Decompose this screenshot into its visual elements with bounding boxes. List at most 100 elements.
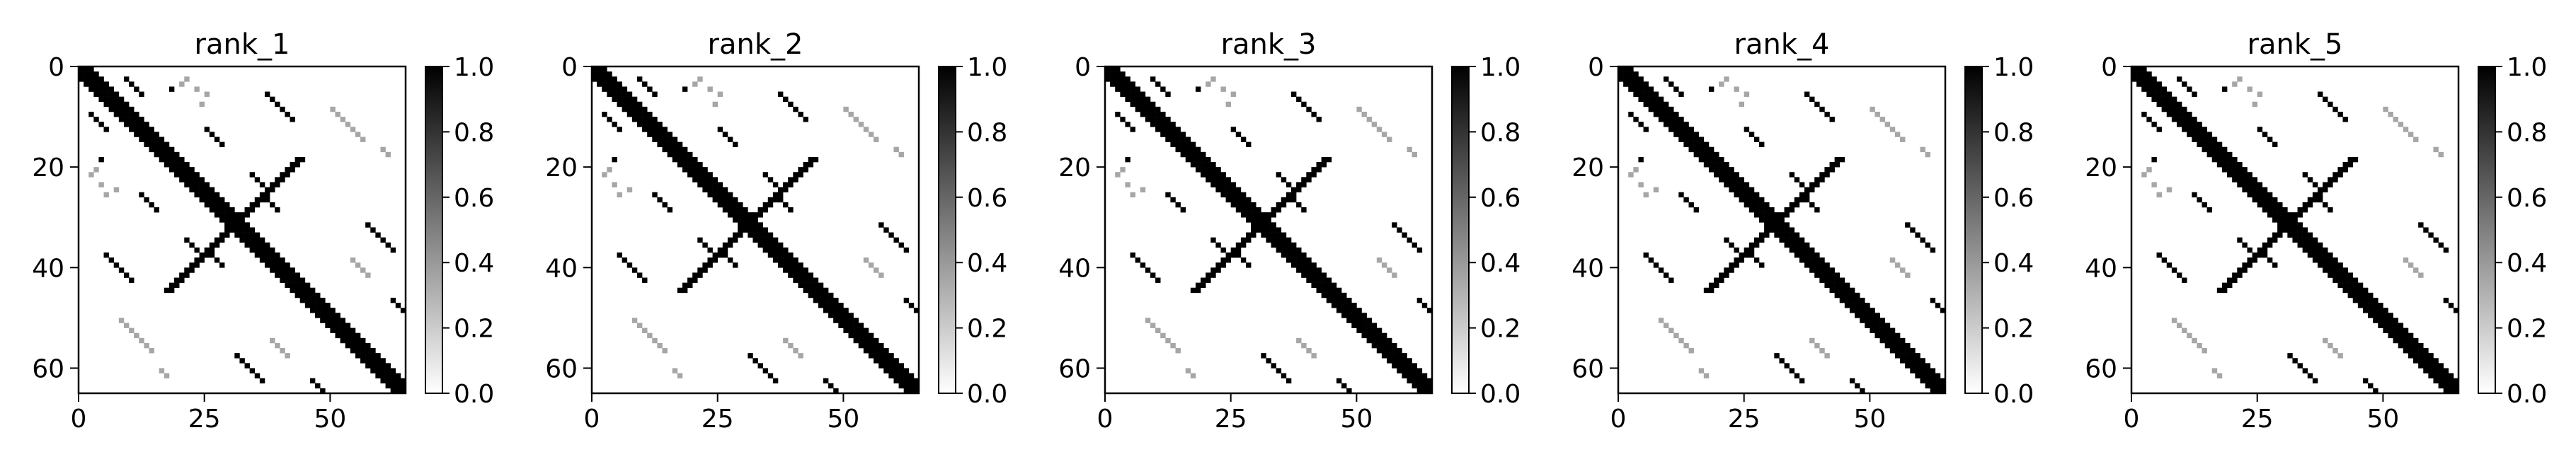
heatmap-cell xyxy=(617,192,622,198)
heatmap-cell xyxy=(249,227,256,233)
heatmap-cell xyxy=(697,172,703,178)
heatmap-cell xyxy=(1855,292,1860,298)
heatmap-cell xyxy=(1889,257,1896,263)
heatmap-cell xyxy=(883,358,889,364)
heatmap-cell xyxy=(1261,217,1266,223)
heatmap-cell xyxy=(843,318,849,323)
heatmap-cell xyxy=(1910,348,1916,354)
heatmap-cell xyxy=(1753,202,1760,208)
heatmap-cell xyxy=(234,217,240,223)
heatmap-cell xyxy=(2136,71,2142,77)
heatmap-cell xyxy=(2362,308,2369,313)
heatmap-cell xyxy=(1145,318,1151,323)
heatmap-cell xyxy=(1336,287,1342,294)
heatmap-cell xyxy=(2443,297,2449,303)
heatmap-cell xyxy=(1839,287,1845,294)
heatmap-cell xyxy=(1915,363,1920,369)
heatmap-cell xyxy=(2342,162,2348,168)
heatmap-cell xyxy=(1387,348,1392,354)
heatmap-cell xyxy=(692,172,698,178)
heatmap-cell xyxy=(1739,187,1744,192)
heatmap-cell xyxy=(2393,323,2399,328)
heatmap-cell xyxy=(325,308,331,313)
heatmap-cell xyxy=(270,187,275,192)
heatmap-cell xyxy=(1402,353,1407,359)
heatmap-cell xyxy=(1708,146,1715,153)
heatmap-cell xyxy=(2247,192,2252,198)
heatmap-cell xyxy=(707,172,713,178)
heatmap-cell xyxy=(194,262,200,268)
heatmap-cell xyxy=(204,247,210,253)
heatmap-cell xyxy=(592,76,597,82)
heatmap-cell xyxy=(1703,162,1710,168)
heatmap-cell xyxy=(1879,318,1886,323)
heatmap-cell xyxy=(1416,297,1423,303)
heatmap-cell xyxy=(1170,342,1176,349)
heatmap-cell xyxy=(1135,91,1141,97)
heatmap-cell xyxy=(863,342,869,349)
heatmap-cell xyxy=(1824,172,1830,178)
heatmap-cell xyxy=(1874,323,1880,328)
heatmap-cell xyxy=(2393,117,2399,122)
heatmap-cell xyxy=(813,287,819,294)
heatmap-cell xyxy=(199,187,205,192)
heatmap-cell xyxy=(1759,202,1765,208)
heatmap-cell xyxy=(1678,137,1684,142)
heatmap-cell xyxy=(2347,272,2354,278)
heatmap-cell xyxy=(1794,252,1800,258)
heatmap-cell xyxy=(1371,327,1378,334)
heatmap-cell xyxy=(2242,172,2248,178)
heatmap-cell xyxy=(888,358,894,364)
heatmap-cell xyxy=(224,212,230,218)
heatmap-cell xyxy=(1653,91,1659,97)
heatmap-cell xyxy=(863,332,869,339)
heatmap-cell xyxy=(772,197,779,203)
heatmap-cell xyxy=(2242,187,2248,192)
heatmap-cell xyxy=(1894,337,1901,344)
heatmap-cell xyxy=(612,91,617,97)
heatmap-cell xyxy=(1120,76,1126,82)
heatmap-cell xyxy=(1930,378,1936,384)
y-tick-label: 40 xyxy=(2085,254,2117,283)
heatmap-cell xyxy=(853,323,859,328)
heatmap-cell xyxy=(1789,202,1795,208)
heatmap-cell xyxy=(1658,117,1664,122)
heatmap-cell xyxy=(1397,353,1402,359)
heatmap-cell xyxy=(2242,182,2248,187)
heatmap-cell xyxy=(2362,287,2369,294)
axes-frame xyxy=(590,65,920,395)
heatmap-cell xyxy=(2443,388,2449,394)
heatmap-cell xyxy=(2171,318,2177,323)
heatmap-cell xyxy=(1115,76,1121,82)
heatmap-cell xyxy=(1819,172,1825,178)
heatmap-cell xyxy=(1870,313,1875,318)
heatmap-cell xyxy=(1266,217,1271,223)
heatmap-cell xyxy=(1668,277,1674,283)
heatmap-cell xyxy=(214,137,220,142)
heatmap-cell xyxy=(692,81,698,87)
heatmap-cell xyxy=(1371,337,1378,344)
heatmap-cell xyxy=(1849,297,1855,303)
heatmap-cell xyxy=(2146,91,2152,97)
heatmap-cell xyxy=(1281,177,1287,182)
heatmap-cell xyxy=(189,182,195,187)
heatmap-cell xyxy=(2141,86,2147,92)
heatmap-cell xyxy=(2362,378,2369,384)
heatmap-cell xyxy=(652,122,658,127)
heatmap-cell xyxy=(712,192,718,198)
heatmap-cell xyxy=(1748,252,1755,258)
heatmap-cell xyxy=(224,217,230,223)
heatmap-cell xyxy=(1814,267,1820,273)
heatmap-cell xyxy=(2438,378,2444,384)
heatmap-cell xyxy=(1130,252,1135,258)
heatmap-cell xyxy=(1276,368,1282,373)
heatmap-cell xyxy=(320,308,326,313)
heatmap-cell xyxy=(783,187,789,192)
heatmap-cell xyxy=(2192,122,2197,127)
heatmap-cell xyxy=(762,207,769,213)
heatmap-cell xyxy=(1683,127,1689,132)
heatmap-cell xyxy=(270,96,275,103)
heatmap-cell xyxy=(868,332,874,339)
heatmap-cell xyxy=(1286,247,1292,253)
